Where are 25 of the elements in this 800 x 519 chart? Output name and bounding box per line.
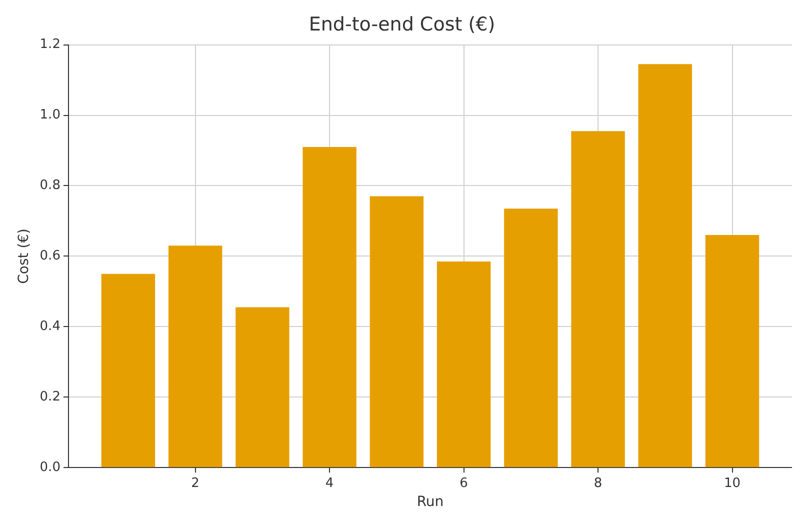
bar — [705, 235, 760, 468]
y-tick-label: 1.2 — [40, 37, 60, 52]
y-tick-label: 0.0 — [40, 460, 60, 475]
y-tick-label: 0.8 — [40, 178, 60, 194]
x-tick-label: 6 — [460, 476, 468, 491]
x-axis-title: Run — [416, 494, 444, 510]
y-tick-label: 0.6 — [40, 248, 60, 264]
bar — [370, 196, 424, 468]
y-tick-label: 1.0 — [40, 108, 60, 123]
bar — [101, 274, 156, 468]
bar — [504, 208, 558, 468]
bar — [638, 64, 692, 468]
bar — [571, 131, 625, 468]
bar — [302, 146, 356, 468]
bar — [436, 261, 491, 468]
x-tick-label: 2 — [191, 476, 200, 491]
y-axis-title: Cost (€) — [16, 228, 32, 284]
y-tick-label: 0.2 — [40, 390, 60, 405]
x-tick-label: 4 — [325, 476, 334, 491]
y-tick-label: 0.4 — [40, 319, 60, 334]
chart-title: End-to-end Cost (€) — [308, 13, 496, 36]
x-tick-label: 10 — [724, 476, 741, 491]
bar — [236, 307, 290, 468]
bar — [168, 246, 222, 468]
x-tick-label: 8 — [594, 476, 602, 491]
